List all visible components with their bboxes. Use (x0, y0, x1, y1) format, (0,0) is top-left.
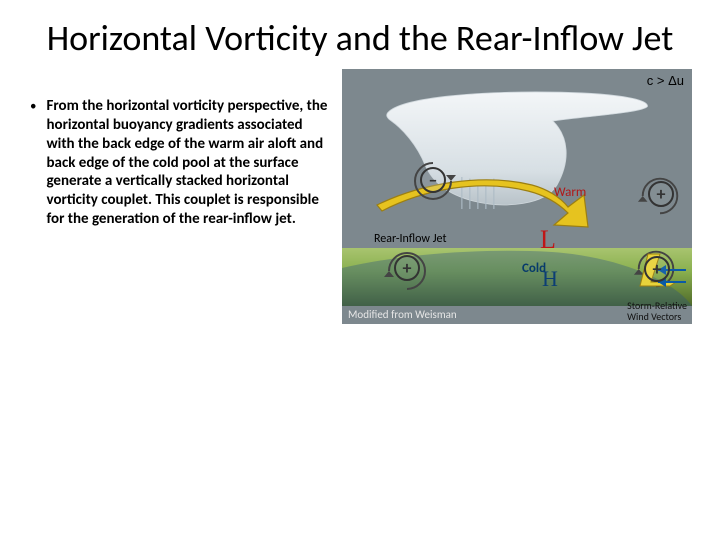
low-pressure-label: L (540, 225, 556, 255)
wind-vectors-caption: Storm-RelativeWind Vectors (627, 300, 687, 322)
high-pressure-label: H (542, 266, 558, 292)
figure-credit: Modified from Weisman (348, 308, 457, 321)
bullet-text: From the horizontal vorticity perspectiv… (46, 97, 330, 329)
rij-label: Rear-Inflow Jet (374, 232, 446, 246)
diagram-figure: c > Δu (342, 69, 692, 324)
top-condition-label: c > Δu (647, 73, 684, 88)
bullet-marker: • (30, 97, 36, 329)
content-area: • From the horizontal vorticity perspect… (0, 69, 720, 329)
slide-title: Horizontal Vorticity and the Rear-Inflow… (0, 0, 720, 69)
figure-column: c > Δu (342, 69, 700, 329)
bullet-block: • From the horizontal vorticity perspect… (30, 69, 330, 329)
warm-label: Warm (554, 185, 586, 200)
